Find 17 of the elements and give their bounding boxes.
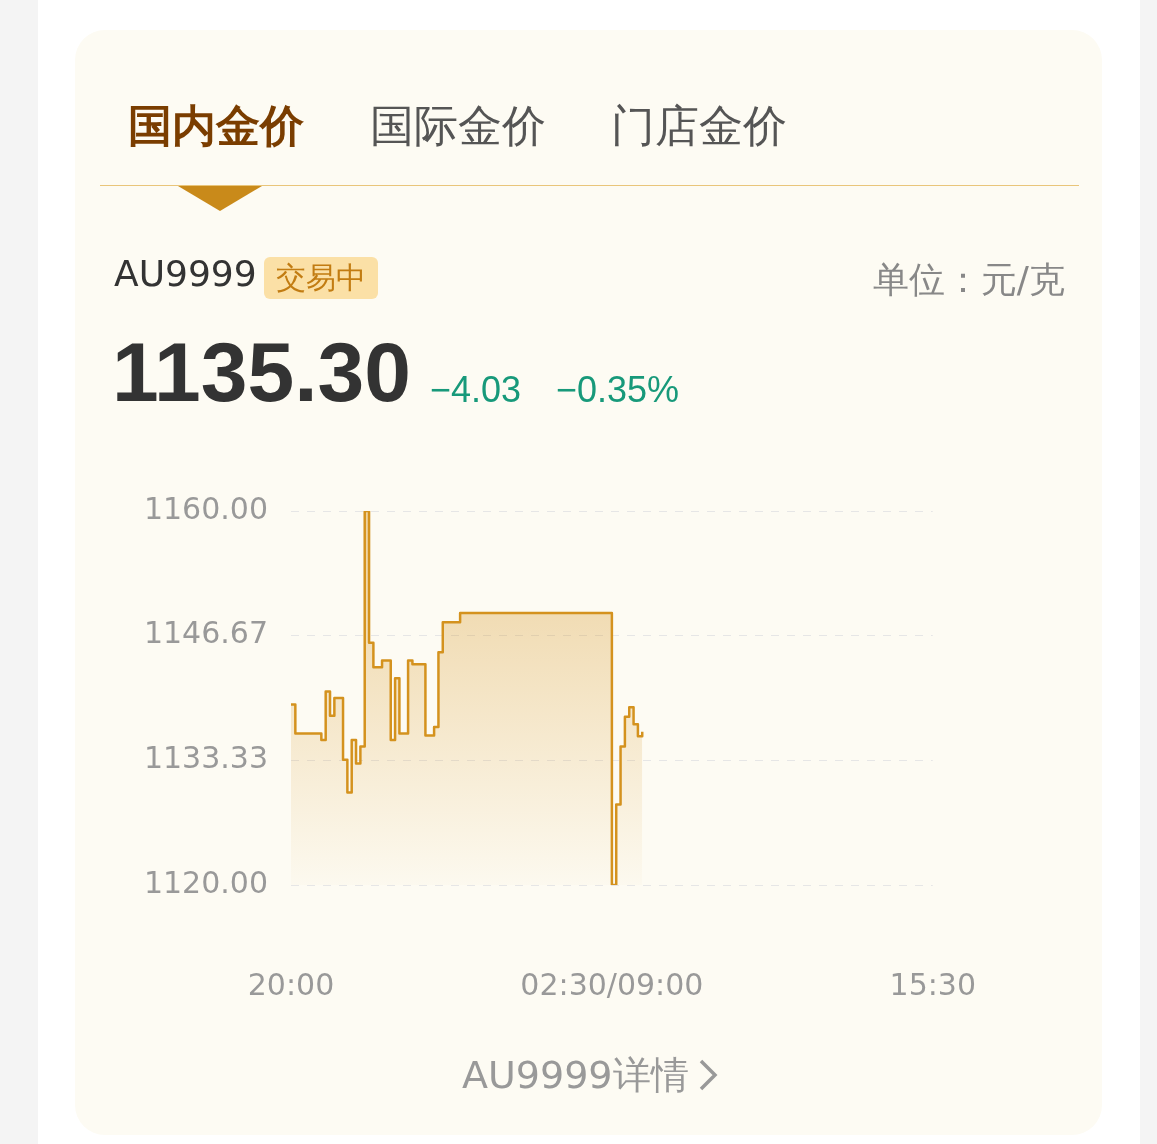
x-tick-label: 20:00 — [247, 966, 335, 1002]
y-tick-label: 1133.33 — [143, 740, 268, 776]
y-tick-label: 1160.00 — [143, 490, 268, 526]
text: 单位：元/克 — [872, 259, 1065, 300]
text: 国际金价 — [370, 100, 546, 151]
y-tick-label: 1120.00 — [143, 864, 268, 900]
text: 1135.30 — [112, 325, 412, 419]
chart-title: AU9999 — [114, 253, 257, 294]
text: −0.35% — [556, 369, 680, 410]
x-tick-label: 02:30/09:00 — [520, 966, 704, 1002]
text: AU9999详情 — [462, 1053, 689, 1097]
x-tick-label: 15:30 — [889, 966, 977, 1002]
text: 交易中 — [264, 257, 378, 299]
text: 国内金价 — [128, 100, 304, 151]
text: 门店金价 — [611, 100, 787, 151]
text: −4.03 — [430, 369, 522, 410]
y-tick-label: 1146.67 — [143, 615, 268, 651]
